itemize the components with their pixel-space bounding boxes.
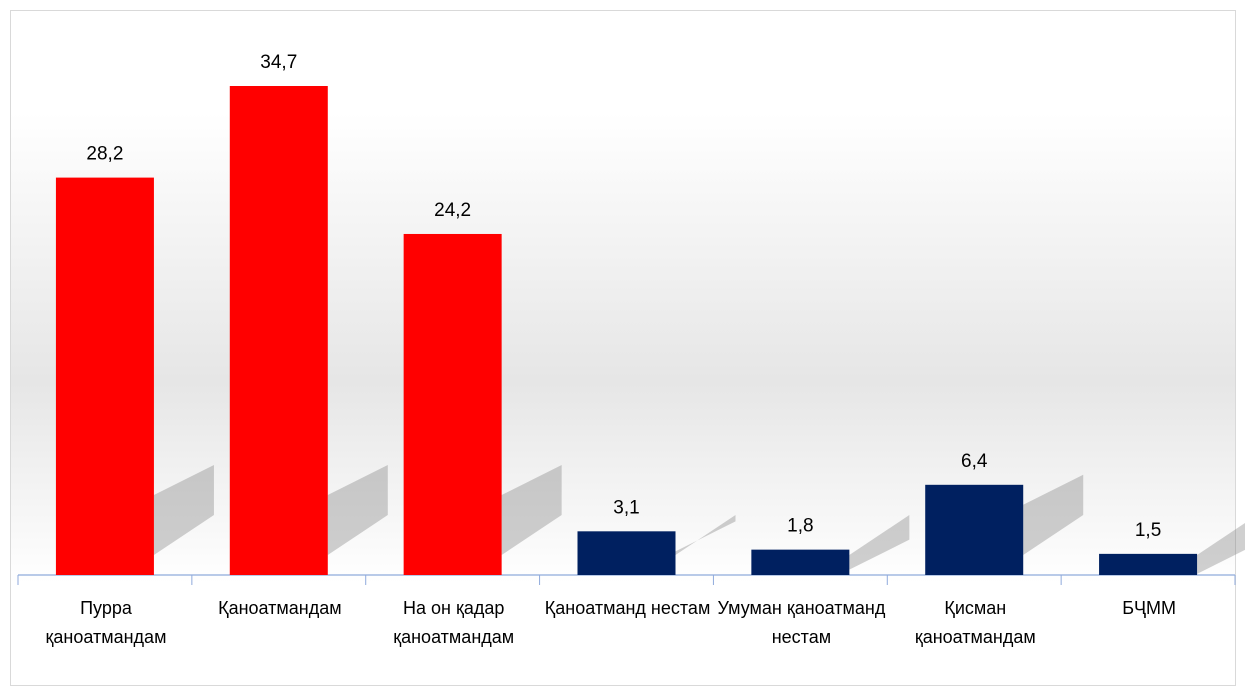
value-label: 1,8	[787, 516, 813, 537]
bar	[229, 86, 328, 575]
x-tick-label: Умуман қаноатманд нестам	[717, 598, 886, 647]
bar	[577, 531, 676, 575]
value-label: 3,1	[613, 497, 639, 518]
value-label: 28,2	[86, 144, 123, 165]
x-tick-label: Қаноатмандам	[218, 598, 342, 618]
bar-shadow	[675, 515, 736, 555]
x-tick-label: БҶММ	[1122, 598, 1177, 618]
bar	[751, 549, 850, 575]
bar	[925, 484, 1024, 575]
bar	[55, 177, 154, 575]
x-tick-label: Қаноатманд нестам	[544, 598, 711, 618]
value-label: 34,7	[260, 52, 297, 73]
value-label: 24,2	[434, 200, 471, 221]
bar-shadow	[327, 465, 388, 555]
value-label: 1,5	[1135, 520, 1161, 541]
bar-shadow	[849, 515, 910, 570]
bar	[1099, 553, 1198, 575]
x-tick-label: На он қадар қаноатмандам	[393, 598, 515, 647]
x-tick-label: Қисман қаноатмандам	[914, 598, 1036, 647]
bar-shadow	[1023, 474, 1084, 555]
bar	[403, 233, 502, 575]
bar-shadow	[501, 465, 562, 555]
x-tick-label: Пурра қаноатмандам	[45, 598, 167, 647]
value-label: 6,4	[961, 451, 988, 472]
bar-shadow	[153, 465, 214, 555]
bar-shadow	[1197, 523, 1245, 574]
